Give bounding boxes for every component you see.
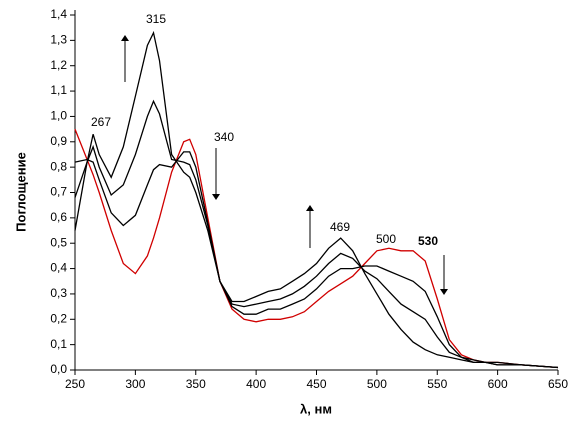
y-tick-label: 1,2 xyxy=(50,58,67,72)
y-tick-label: 1,3 xyxy=(50,33,67,47)
spectrum-line xyxy=(74,151,559,369)
annotation: 500 xyxy=(376,232,396,246)
y-tick-label: 0,7 xyxy=(50,185,67,199)
x-tick-label: 600 xyxy=(488,377,508,391)
spectrum-line xyxy=(74,128,559,369)
y-tick-label: 0,8 xyxy=(50,159,67,173)
y-tick-label: 1,0 xyxy=(50,109,67,123)
annotation: 315 xyxy=(146,12,166,26)
y-tick-label: 0,2 xyxy=(50,311,67,325)
y-tick-label: 0,4 xyxy=(50,261,67,275)
annotation: 530 xyxy=(418,234,438,248)
y-tick-label: 0,0 xyxy=(50,362,67,376)
y-tick-label: 0,5 xyxy=(50,235,67,249)
spectrum-line xyxy=(74,30,559,369)
y-tick-label: 1,4 xyxy=(50,7,67,21)
y-tick-label: 0,3 xyxy=(50,286,67,300)
annotation: 469 xyxy=(330,220,350,234)
x-tick-label: 300 xyxy=(125,377,145,391)
annotation: 340 xyxy=(214,130,234,144)
x-tick-label: 550 xyxy=(427,377,447,391)
y-tick-label: 0,1 xyxy=(50,337,67,351)
x-tick-label: 500 xyxy=(367,377,387,391)
y-tick-label: 0,9 xyxy=(50,134,67,148)
spectrum-line xyxy=(74,99,559,369)
x-tick-label: 400 xyxy=(246,377,266,391)
x-tick-label: 250 xyxy=(65,377,85,391)
y-tick-label: 1,1 xyxy=(50,83,67,97)
y-tick-label: 0,6 xyxy=(50,210,67,224)
x-tick-label: 450 xyxy=(306,377,326,391)
annotation: 267 xyxy=(91,115,111,129)
x-axis-label: λ, нм xyxy=(300,401,332,416)
x-tick-label: 350 xyxy=(186,377,206,391)
y-axis-label: Поглощение xyxy=(13,152,28,232)
x-tick-label: 650 xyxy=(548,377,568,391)
